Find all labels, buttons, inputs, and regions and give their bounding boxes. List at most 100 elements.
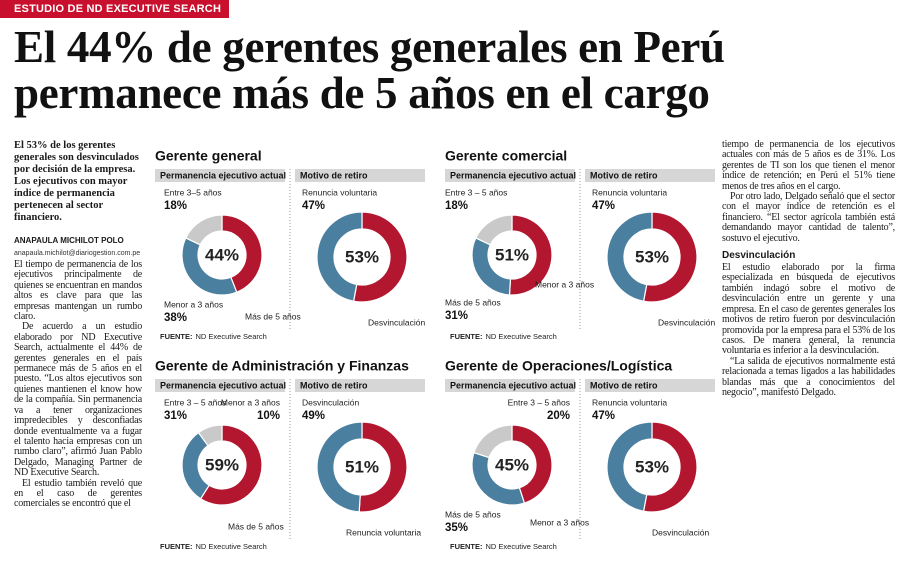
segment-value: 47% xyxy=(592,200,615,212)
paragraph: El estudio también reveló que en el caso… xyxy=(14,477,142,510)
paragraph: “La salida de ejecutivos normalmente est… xyxy=(722,355,895,398)
source: FUENTE: ND Executive Search xyxy=(160,332,267,341)
segment-label: Más de 5 años xyxy=(228,521,284,531)
paragraph: El tiempo de permanencia de los ejecutiv… xyxy=(14,259,142,323)
donut-segment xyxy=(352,211,408,303)
chart-panel: Gerente de Administración y Finanzas Perm… xyxy=(155,358,425,551)
segment-label: Entre 3 – 5 años xyxy=(508,397,570,407)
subheader-bar xyxy=(445,379,575,392)
subheader-bar xyxy=(155,379,285,392)
subheader-bar xyxy=(295,169,425,182)
segment-label: Renuncia voluntaria xyxy=(346,527,421,537)
email: anapaula.michilot@diariogestion.com.pe xyxy=(14,250,141,257)
segment-label: Renuncia voluntaria xyxy=(592,187,667,197)
donut-segment xyxy=(606,421,653,512)
subheader: Motivo de retiro xyxy=(300,170,368,180)
subheader: Motivo de retiro xyxy=(590,380,658,390)
segment-label: Renuncia voluntaria xyxy=(302,187,377,197)
segment-label: Menor a 3 años xyxy=(530,517,589,527)
subhead: Desvinculación xyxy=(722,250,796,262)
subheader-bar xyxy=(585,169,715,182)
segment-label: Entre 3 – 5 años xyxy=(164,397,226,407)
chart-panel: Gerente comercial Permanencia ejecutivo a… xyxy=(445,148,715,341)
body-text: tiempo de permanencia de los ejecutivos … xyxy=(722,140,895,244)
segment-value: 10% xyxy=(257,410,280,422)
segment-value: 47% xyxy=(302,200,325,212)
segment-label: Desvinculación xyxy=(658,317,715,327)
panel-title: Gerente general xyxy=(155,148,262,164)
subheader-bar xyxy=(155,169,285,182)
segment-value: 49% xyxy=(302,410,325,422)
source-name: ND Executive Search xyxy=(196,542,267,551)
donut-segment xyxy=(475,214,513,246)
segment-label: Menor a 3 años xyxy=(164,299,223,309)
donut-segment xyxy=(642,211,698,303)
subheader: Permanencia ejecutivo actual xyxy=(450,170,576,180)
source-label: FUENTE: xyxy=(160,542,193,551)
lead: El 53% de los gerentes generales son des… xyxy=(14,140,139,223)
body-text: El tiempo de permanencia de los ejecutiv… xyxy=(14,259,142,510)
segment-label: Desvinculación xyxy=(302,397,359,407)
body-text: El estudio elaborado por la firma especi… xyxy=(722,262,895,398)
chart-panel: Gerente general Permanencia ejecutivo act… xyxy=(155,148,425,341)
headline-line: permanece más de 5 años en el cargo xyxy=(14,68,710,118)
paragraph: Por otro lado, Delgado señaló que el sec… xyxy=(722,191,895,244)
donut-segment xyxy=(508,214,553,296)
segment-value: 31% xyxy=(445,310,468,322)
panel-title: Gerente comercial xyxy=(445,148,567,164)
donut-segment xyxy=(185,214,223,246)
donut-segment xyxy=(473,424,513,459)
right-column: tiempo de permanencia de los ejecutivos … xyxy=(722,140,895,560)
center-value: 53% xyxy=(635,247,669,266)
segment-label: Entre 3–5 años xyxy=(164,187,222,197)
segment-value: 47% xyxy=(592,410,615,422)
source-label: FUENTE: xyxy=(450,332,483,341)
donut-segment xyxy=(511,424,553,504)
paragraph: De acuerdo a un estudio elaborado por ND… xyxy=(14,321,142,479)
donut-segment xyxy=(316,211,363,302)
center-value: 45% xyxy=(495,455,529,474)
segment-label: Renuncia voluntaria xyxy=(592,397,667,407)
segment-label: Menor a 3 años xyxy=(221,397,280,407)
center-value: 51% xyxy=(345,457,379,476)
segment-label: Más de 5 años xyxy=(445,297,501,307)
source-name: ND Executive Search xyxy=(486,332,557,341)
source-label: FUENTE: xyxy=(160,332,193,341)
author: ANAPAULA MICHILOT POLO xyxy=(14,236,124,245)
source: FUENTE: ND Executive Search xyxy=(450,542,557,551)
subheader: Permanencia ejecutivo actual xyxy=(450,380,576,390)
headline-line: El 44% de gerentes generales en Perú xyxy=(14,22,725,72)
subheader: Permanencia ejecutivo actual xyxy=(160,170,286,180)
donut-segment xyxy=(606,211,653,302)
left-column: El 53% de los gerentes generales son des… xyxy=(14,140,142,560)
segment-value: 18% xyxy=(445,200,468,212)
center-value: 59% xyxy=(205,455,239,474)
donut-segment xyxy=(199,424,263,506)
source-name: ND Executive Search xyxy=(196,332,267,341)
segment-label: Entre 3 – 5 años xyxy=(445,187,507,197)
paragraph: tiempo de permanencia de los ejecutivos … xyxy=(722,140,895,192)
source-label: FUENTE: xyxy=(450,542,483,551)
source: FUENTE: ND Executive Search xyxy=(450,332,557,341)
subheader-bar xyxy=(445,169,575,182)
segment-value: 38% xyxy=(164,312,187,324)
donut-segment xyxy=(358,421,408,513)
segment-value: 35% xyxy=(445,522,468,534)
subheader: Motivo de retiro xyxy=(590,170,658,180)
donut-segment xyxy=(197,424,223,447)
headline: El 44% de gerentes generales en Perú per… xyxy=(14,24,894,116)
center-value: 51% xyxy=(495,245,529,264)
source-name: ND Executive Search xyxy=(486,542,557,551)
subheader-bar xyxy=(585,379,715,392)
segment-value: 18% xyxy=(164,200,187,212)
subheader: Permanencia ejecutivo actual xyxy=(160,380,286,390)
paragraph: El estudio elaborado por la firma especi… xyxy=(722,262,895,357)
donut-segment xyxy=(642,421,698,513)
segment-label: Desvinculación xyxy=(368,317,425,327)
segment-value: 31% xyxy=(164,410,187,422)
panel-title: Gerente de Operaciones/Logística xyxy=(445,358,672,374)
chart-panel: Gerente de Operaciones/Logística Permanen… xyxy=(445,358,715,551)
segment-value: 20% xyxy=(547,410,570,422)
